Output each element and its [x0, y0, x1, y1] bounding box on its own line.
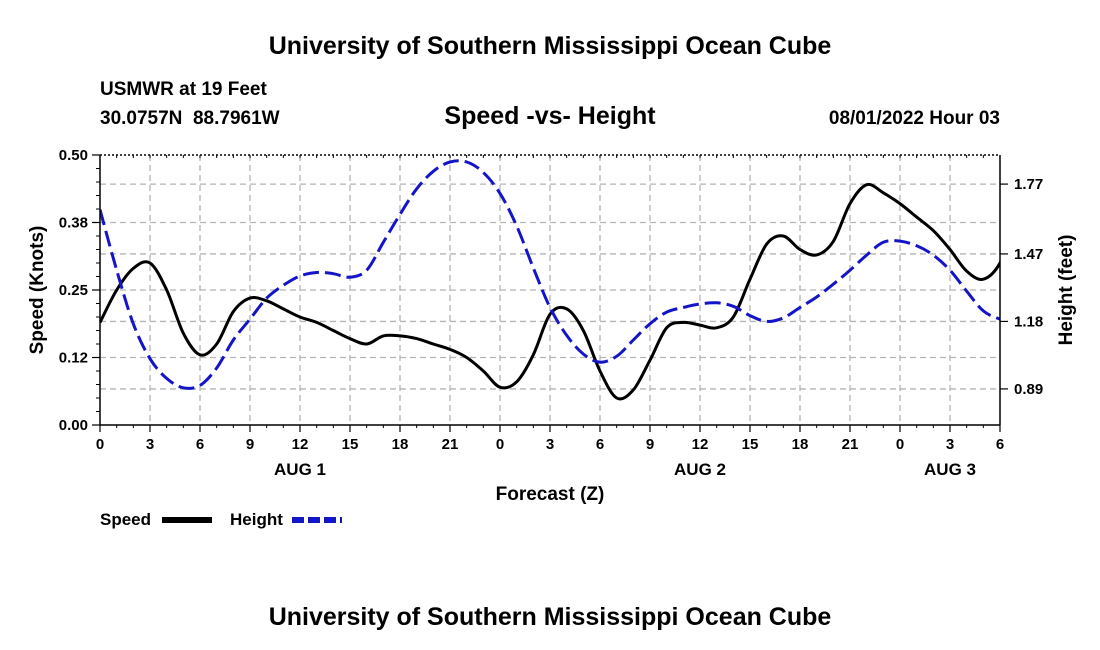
x-tick-label: 3	[146, 436, 154, 453]
y-right-label: Height (feet)	[1056, 235, 1077, 346]
x-tick-label: 12	[292, 436, 309, 453]
x-tick-label: 0	[896, 436, 904, 453]
y-left-label: Speed (Knots)	[27, 226, 48, 355]
x-tick-label: 12	[692, 436, 709, 453]
series-line-speed	[100, 182, 1000, 401]
axes: 0 3 6 9 12 15 18 21 0 3 6 9 12 15 18 21 0 3 6 AUG 1 AUG 2 AUG…	[59, 147, 1043, 479]
day-label: AUG 2	[674, 460, 726, 479]
y-right-tick-label: 1.18	[1014, 313, 1043, 330]
x-tick-label: 3	[946, 436, 954, 453]
day-label: AUG 1	[274, 460, 326, 479]
x-tick-label: 0	[96, 436, 104, 453]
y-left-tick-label: 0.25	[59, 282, 88, 299]
page-title: University of Southern Mississippi Ocean…	[269, 32, 832, 60]
coords-label: 30.0757N 88.7961W	[100, 108, 280, 129]
chart-title: Speed -vs- Height	[444, 102, 656, 130]
x-tick-label: 6	[196, 436, 204, 453]
x-tick-label: 0	[496, 436, 504, 453]
footer-title: University of Southern Mississippi Ocean…	[269, 603, 832, 631]
x-tick-label: 21	[842, 436, 859, 453]
x-tick-label: 6	[996, 436, 1004, 453]
x-tick-label: 6	[596, 436, 604, 453]
legend-height-label: Height	[230, 510, 283, 529]
x-tick-label: 9	[646, 436, 654, 453]
y-left-tick-label: 0.00	[59, 417, 88, 434]
x-tick-label: 18	[792, 436, 809, 453]
legend-speed-label: Speed	[100, 510, 151, 529]
x-tick-label: 15	[742, 436, 759, 453]
y-left-tick-label: 0.12	[59, 350, 88, 367]
y-right-tick-label: 1.77	[1014, 176, 1043, 193]
x-tick-label: 9	[246, 436, 254, 453]
x-tick-label: 3	[546, 436, 554, 453]
day-label: AUG 3	[924, 460, 976, 479]
x-tick-label: 15	[342, 436, 359, 453]
y-left-tick-label: 0.38	[59, 215, 88, 232]
station-label: USMWR at 19 Feet	[100, 79, 267, 100]
x-tick-label: 21	[442, 436, 459, 453]
series-line-height	[100, 159, 1000, 390]
date-label: 08/01/2022 Hour 03	[829, 108, 1000, 129]
plot-area	[100, 159, 1000, 401]
y-left-tick-label: 0.50	[59, 147, 88, 164]
y-right-tick-label: 1.47	[1014, 246, 1043, 263]
x-axis-label: Forecast (Z)	[496, 484, 605, 505]
legend: Speed Height	[100, 510, 342, 529]
y-right-tick-label: 0.89	[1014, 381, 1043, 398]
grid	[100, 155, 1000, 425]
x-tick-label: 18	[392, 436, 409, 453]
